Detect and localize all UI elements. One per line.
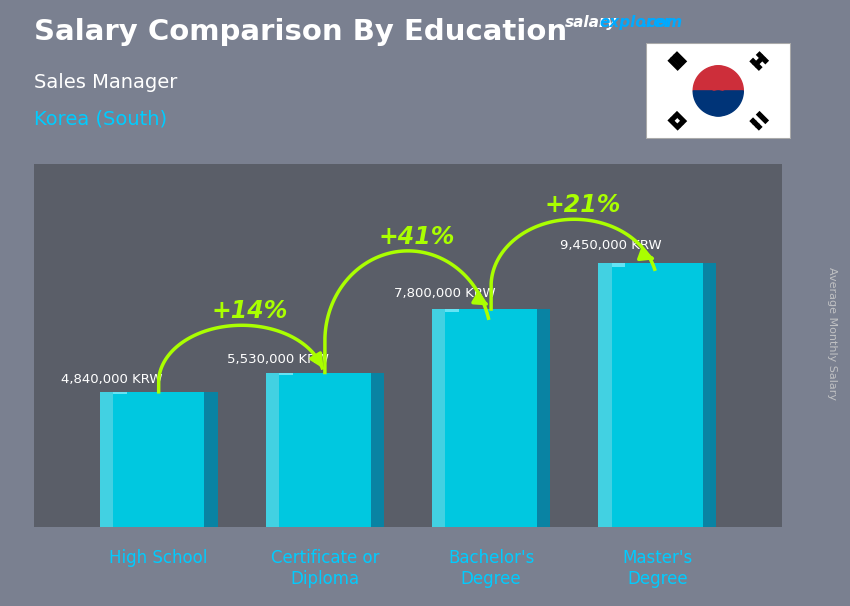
Polygon shape (432, 309, 445, 527)
Circle shape (706, 91, 731, 116)
Polygon shape (694, 66, 743, 91)
Polygon shape (703, 263, 717, 527)
Polygon shape (279, 373, 293, 375)
Bar (279, 373, 371, 527)
Text: explorer: explorer (599, 15, 672, 30)
Text: 5,530,000 KRW: 5,530,000 KRW (228, 353, 329, 367)
Polygon shape (113, 392, 127, 394)
Polygon shape (598, 263, 612, 527)
Text: 4,840,000 KRW: 4,840,000 KRW (61, 373, 163, 387)
Text: +41%: +41% (378, 225, 455, 249)
Polygon shape (612, 263, 626, 267)
Text: Average Monthly Salary: Average Monthly Salary (827, 267, 837, 400)
Polygon shape (445, 309, 459, 312)
Text: salary: salary (565, 15, 618, 30)
Polygon shape (99, 392, 113, 527)
Bar (445, 309, 537, 527)
Polygon shape (537, 309, 550, 527)
Bar (612, 263, 703, 527)
Text: +14%: +14% (212, 299, 288, 324)
Circle shape (694, 66, 743, 116)
Circle shape (706, 66, 731, 91)
Text: 9,450,000 KRW: 9,450,000 KRW (560, 239, 661, 252)
Text: 7,800,000 KRW: 7,800,000 KRW (394, 287, 496, 301)
Polygon shape (204, 392, 218, 527)
Text: +21%: +21% (544, 193, 620, 218)
Text: Sales Manager: Sales Manager (34, 73, 178, 92)
Polygon shape (266, 373, 279, 527)
Polygon shape (694, 91, 743, 116)
Text: Salary Comparison By Education: Salary Comparison By Education (34, 18, 567, 46)
Polygon shape (371, 373, 384, 527)
Bar (113, 392, 204, 527)
Text: .com: .com (642, 15, 683, 30)
Text: Korea (South): Korea (South) (34, 109, 167, 128)
